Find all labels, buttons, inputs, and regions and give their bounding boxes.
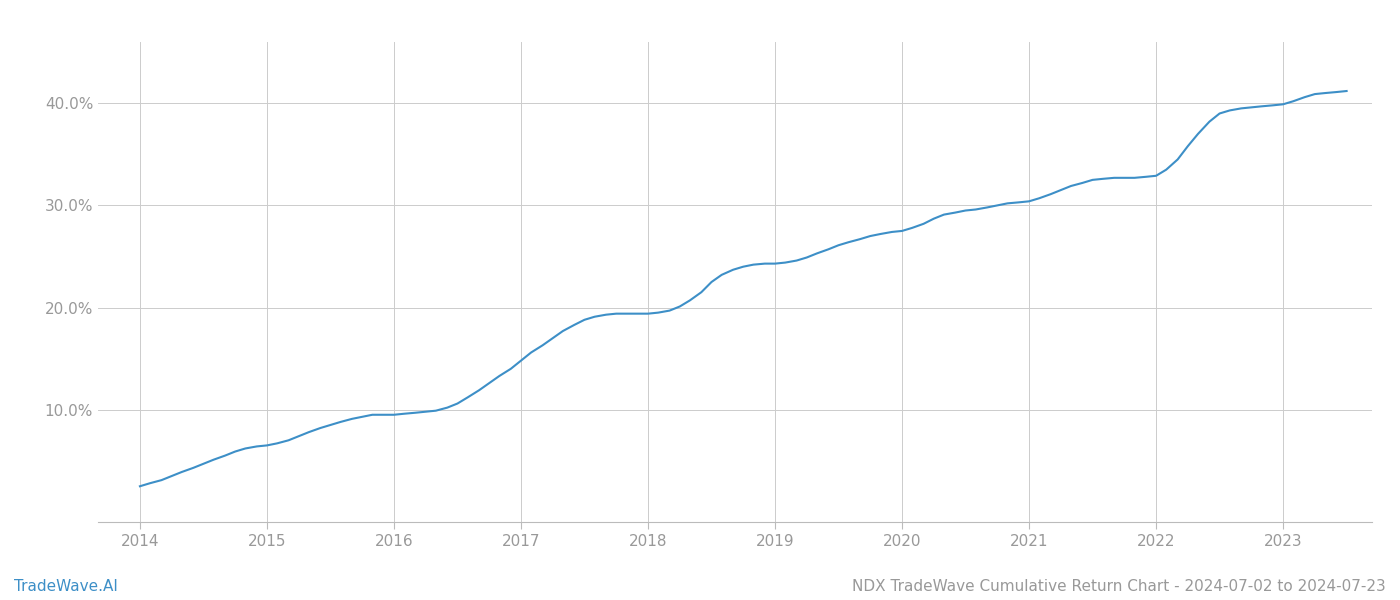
Text: TradeWave.AI: TradeWave.AI (14, 579, 118, 594)
Text: NDX TradeWave Cumulative Return Chart - 2024-07-02 to 2024-07-23: NDX TradeWave Cumulative Return Chart - … (853, 579, 1386, 594)
